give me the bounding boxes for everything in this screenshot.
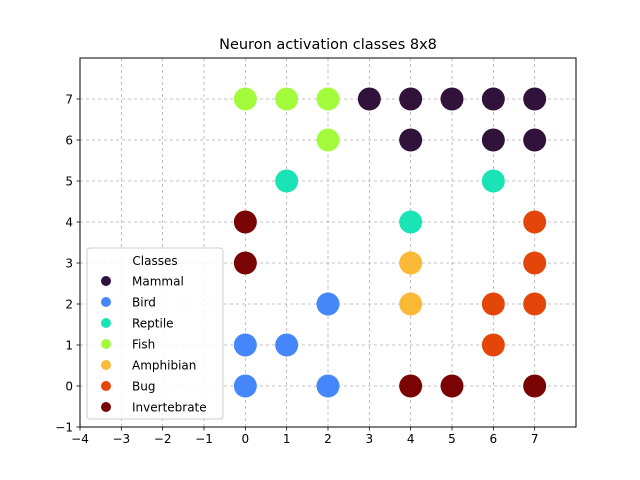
data-point bbox=[233, 374, 257, 398]
y-tick-label: 1 bbox=[65, 339, 73, 353]
legend-marker bbox=[101, 318, 111, 328]
data-point bbox=[357, 87, 381, 111]
data-point bbox=[316, 128, 340, 152]
legend-label: Reptile bbox=[132, 317, 174, 331]
y-tick-label: 5 bbox=[65, 175, 73, 189]
legend-marker bbox=[101, 360, 111, 370]
y-axis: −1 0 1 2 3 4 5 6 7 bbox=[55, 93, 80, 435]
legend-title: Classes bbox=[132, 254, 177, 268]
data-point bbox=[316, 292, 340, 316]
x-axis: −4 −3 −2 −1 0 1 2 3 4 5 6 7 bbox=[71, 427, 538, 446]
data-point bbox=[481, 292, 505, 316]
data-point bbox=[399, 128, 423, 152]
data-point bbox=[233, 87, 257, 111]
legend-label: Invertebrate bbox=[132, 401, 207, 415]
y-tick-label: −1 bbox=[55, 421, 73, 435]
x-tick-label: −4 bbox=[71, 432, 89, 446]
y-tick-label: 3 bbox=[65, 257, 73, 271]
legend-label: Bird bbox=[132, 296, 156, 310]
legend-marker bbox=[101, 339, 111, 349]
x-tick-label: 1 bbox=[283, 432, 291, 446]
x-tick-label: 6 bbox=[490, 432, 498, 446]
data-point bbox=[275, 169, 299, 193]
data-point bbox=[399, 374, 423, 398]
data-point bbox=[399, 292, 423, 316]
data-point bbox=[523, 292, 547, 316]
data-point bbox=[233, 333, 257, 357]
x-tick-label: 3 bbox=[366, 432, 374, 446]
legend-label: Bug bbox=[132, 380, 155, 394]
legend-items: Mammal Bird Reptile Fish Amphibian Bug Inverte… bbox=[101, 275, 207, 415]
x-tick-label: 0 bbox=[242, 432, 250, 446]
data-point bbox=[523, 87, 547, 111]
y-tick-label: 0 bbox=[65, 380, 73, 394]
data-point bbox=[316, 374, 340, 398]
x-tick-label: 2 bbox=[324, 432, 332, 446]
chart-title: Neuron activation classes 8x8 bbox=[219, 37, 437, 53]
data-point bbox=[440, 87, 464, 111]
x-tick-label: −2 bbox=[154, 432, 172, 446]
y-tick-label: 6 bbox=[65, 134, 73, 148]
data-point bbox=[481, 87, 505, 111]
data-point bbox=[233, 210, 257, 234]
legend-marker bbox=[101, 297, 111, 307]
data-point bbox=[523, 374, 547, 398]
legend-label: Fish bbox=[132, 338, 155, 352]
data-points bbox=[233, 87, 547, 398]
data-point bbox=[233, 251, 257, 275]
data-point bbox=[316, 87, 340, 111]
data-point bbox=[399, 87, 423, 111]
x-tick-label: −3 bbox=[112, 432, 130, 446]
legend-marker bbox=[101, 402, 111, 412]
legend: Classes Mammal Bird Reptile Fish Amphibian Bu… bbox=[86, 247, 224, 420]
data-point bbox=[481, 128, 505, 152]
data-point bbox=[399, 210, 423, 234]
legend-box bbox=[86, 247, 224, 420]
data-point bbox=[523, 128, 547, 152]
legend-marker bbox=[101, 276, 111, 286]
x-tick-label: 4 bbox=[407, 432, 415, 446]
x-tick-label: −1 bbox=[195, 432, 213, 446]
data-point bbox=[275, 333, 299, 357]
data-point bbox=[275, 87, 299, 111]
data-point bbox=[523, 210, 547, 234]
x-tick-label: 5 bbox=[448, 432, 456, 446]
y-tick-label: 4 bbox=[65, 216, 73, 230]
data-point bbox=[440, 374, 464, 398]
legend-marker bbox=[101, 381, 111, 391]
y-tick-label: 7 bbox=[65, 93, 73, 107]
x-tick-label: 7 bbox=[531, 432, 539, 446]
legend-label: Amphibian bbox=[132, 359, 196, 373]
legend-label: Mammal bbox=[132, 275, 184, 289]
data-point bbox=[399, 251, 423, 275]
data-point bbox=[523, 251, 547, 275]
data-point bbox=[481, 333, 505, 357]
data-point bbox=[481, 169, 505, 193]
y-tick-label: 2 bbox=[65, 298, 73, 312]
